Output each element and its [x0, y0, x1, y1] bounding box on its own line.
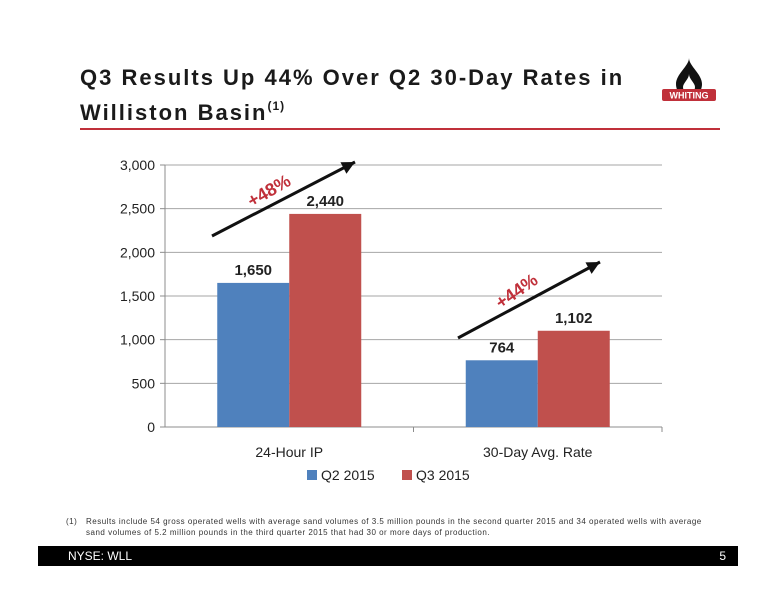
bar [465, 360, 538, 427]
y-tick-label: 3,000 [120, 157, 155, 173]
y-tick-label: 2,500 [120, 201, 155, 217]
data-label: 2,440 [306, 193, 344, 210]
legend-swatch [402, 470, 412, 480]
data-label: 1,102 [555, 310, 593, 327]
bar [217, 282, 290, 427]
logo-wordmark: WHITING [670, 91, 709, 101]
trend-arrowhead [585, 262, 600, 274]
footer-bar: NYSE: WLL 5 [38, 546, 738, 566]
x-category-label: 30-Day Avg. Rate [483, 444, 593, 460]
title-footnote-ref: (1) [267, 99, 286, 113]
trend-arrowhead [340, 162, 355, 174]
y-tick-label: 2,000 [120, 244, 155, 260]
whiting-logo: WHITING [662, 58, 716, 101]
legend-label: Q3 2015 [416, 467, 470, 483]
bar [289, 213, 362, 427]
footnote: (1) Results include 54 gross operated wel… [66, 516, 726, 538]
y-tick-label: 500 [132, 375, 156, 391]
footnote-number: (1) [66, 517, 78, 526]
footnote-text: Results include 54 gross operated wells … [86, 517, 702, 537]
page-number: 5 [719, 549, 726, 563]
trend-arrow [211, 160, 356, 238]
legend-label: Q2 2015 [321, 467, 375, 483]
x-category-label: 24-Hour IP [255, 444, 323, 460]
slide-title-text: Q3 Results Up 44% Over Q2 30-Day Rates i… [80, 65, 625, 125]
bar [537, 330, 610, 427]
data-label: 764 [489, 339, 515, 356]
slide-title: Q3 Results Up 44% Over Q2 30-Day Rates i… [80, 64, 640, 127]
footer-ticker: NYSE: WLL [68, 549, 133, 563]
title-divider [80, 128, 720, 130]
data-label: 1,650 [234, 262, 272, 279]
trend-arrow [457, 260, 601, 340]
y-tick-label: 0 [147, 419, 155, 435]
y-tick-label: 1,500 [120, 288, 155, 304]
legend-swatch [307, 470, 317, 480]
y-tick-label: 1,000 [120, 332, 155, 348]
bar-chart: 0 500 1,000 1,500 2,000 2,500 3,000 1,650 2,440 2… [120, 157, 663, 483]
